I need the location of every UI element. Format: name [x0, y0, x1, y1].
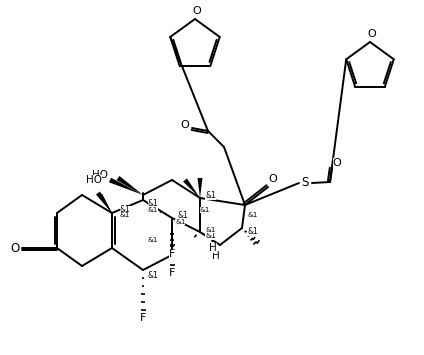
- Text: O: O: [368, 29, 377, 39]
- Text: F: F: [169, 249, 175, 259]
- Text: &1: &1: [120, 206, 131, 214]
- Text: &1: &1: [175, 219, 185, 225]
- Polygon shape: [117, 176, 143, 195]
- Text: F: F: [140, 313, 146, 323]
- Text: S: S: [301, 176, 309, 190]
- Text: &1: &1: [248, 212, 258, 218]
- Text: F: F: [169, 268, 175, 278]
- Text: &1: &1: [205, 191, 216, 200]
- Text: &1: &1: [177, 211, 188, 219]
- Text: H: H: [212, 251, 220, 261]
- Text: HO: HO: [92, 170, 108, 180]
- Text: O: O: [269, 174, 277, 184]
- Text: &1: &1: [148, 271, 159, 279]
- Text: &1: &1: [247, 226, 258, 235]
- Text: &1: &1: [148, 198, 159, 208]
- Text: &1: &1: [148, 207, 159, 213]
- Text: O: O: [192, 6, 201, 16]
- Polygon shape: [109, 178, 143, 195]
- Text: O: O: [181, 120, 190, 130]
- Text: &1: &1: [148, 237, 159, 243]
- Polygon shape: [183, 179, 200, 198]
- Text: &1: &1: [205, 227, 215, 233]
- Text: &1: &1: [120, 212, 130, 218]
- Polygon shape: [98, 193, 112, 213]
- Polygon shape: [198, 178, 203, 198]
- Text: H: H: [209, 243, 217, 253]
- Text: O: O: [332, 158, 341, 168]
- Text: HO: HO: [86, 175, 102, 185]
- Text: &1: &1: [200, 207, 210, 213]
- Text: &1: &1: [205, 230, 216, 240]
- Text: O: O: [10, 241, 20, 255]
- Polygon shape: [96, 192, 112, 213]
